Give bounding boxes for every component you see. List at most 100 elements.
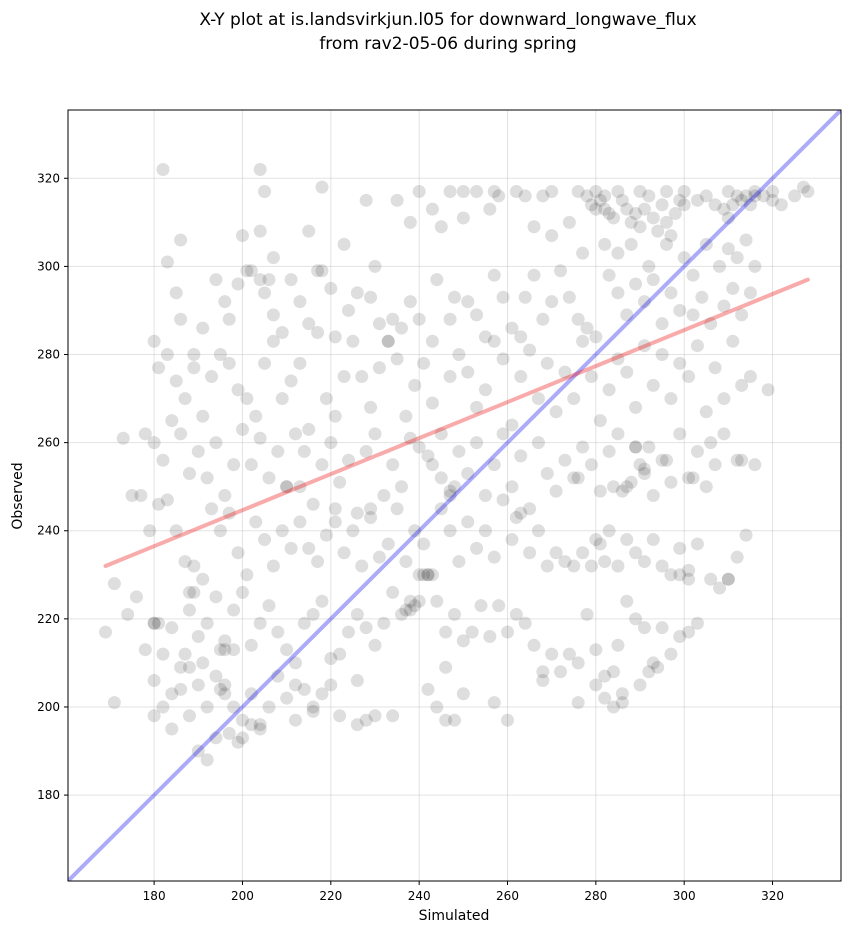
data-point <box>129 590 143 604</box>
data-point <box>717 392 731 406</box>
data-point <box>430 273 444 287</box>
data-point <box>346 334 360 348</box>
data-point <box>739 189 753 203</box>
data-point <box>682 471 696 485</box>
data-point <box>629 546 643 560</box>
data-point <box>735 193 749 207</box>
data-point <box>739 528 753 542</box>
data-point <box>571 656 585 670</box>
data-point <box>412 312 426 326</box>
data-point <box>646 656 660 670</box>
data-point <box>717 299 731 313</box>
data-point <box>620 594 634 608</box>
data-point <box>160 255 174 269</box>
data-point <box>386 312 400 326</box>
data-point <box>505 480 519 494</box>
data-point <box>461 515 475 529</box>
data-point <box>200 700 214 714</box>
axis-ticks: 180 200 220 240 260 280 300 320 180 200 220 240 260 2… <box>37 171 784 903</box>
data-point <box>284 374 298 388</box>
data-point <box>324 652 338 666</box>
data-point <box>580 189 594 203</box>
data-point <box>461 365 475 379</box>
data-point <box>138 643 152 657</box>
data-point <box>452 348 466 362</box>
data-point <box>501 713 515 727</box>
data-point <box>646 533 660 547</box>
data-point <box>496 427 510 441</box>
data-point <box>403 215 417 229</box>
data-point <box>487 458 501 472</box>
data-point <box>147 674 161 688</box>
data-point <box>708 361 722 375</box>
data-point <box>116 431 130 445</box>
data-point <box>571 312 585 326</box>
data-point <box>739 233 753 247</box>
data-point <box>196 409 210 423</box>
data-point <box>456 687 470 701</box>
data-point <box>704 572 718 586</box>
data-point <box>293 356 307 370</box>
data-point <box>633 458 647 472</box>
data-point <box>660 185 674 199</box>
data-point <box>589 533 603 547</box>
data-point <box>430 594 444 608</box>
data-point <box>514 506 528 520</box>
data-point <box>651 224 665 238</box>
y-tick-label: 280 <box>37 348 60 362</box>
data-point <box>788 189 802 203</box>
data-point <box>523 502 537 516</box>
data-point <box>165 722 179 736</box>
data-point <box>434 471 448 485</box>
data-point <box>209 590 223 604</box>
data-point <box>381 537 395 551</box>
y-tick-label: 320 <box>37 171 60 185</box>
data-point <box>708 198 722 212</box>
data-point <box>660 215 674 229</box>
data-point <box>690 339 704 353</box>
data-point <box>421 568 435 582</box>
data-point <box>107 577 121 591</box>
data-point <box>673 427 687 441</box>
chart-title: X-Y plot at is.landsvirkjun.l05 for down… <box>199 10 696 30</box>
data-point <box>359 444 373 458</box>
data-point <box>319 528 333 542</box>
data-point <box>695 290 709 304</box>
data-point <box>584 458 598 472</box>
data-point <box>690 537 704 551</box>
data-point <box>156 453 170 467</box>
data-point <box>589 202 603 216</box>
data-point <box>571 185 585 199</box>
y-tick-label: 260 <box>37 436 60 450</box>
data-point <box>624 215 638 229</box>
data-point <box>470 400 484 414</box>
data-point <box>448 290 461 304</box>
data-point <box>721 211 735 225</box>
data-point <box>448 607 461 621</box>
data-point <box>717 427 731 441</box>
data-point <box>607 700 621 714</box>
data-point <box>505 533 519 547</box>
data-point <box>726 281 740 295</box>
data-point <box>673 629 687 643</box>
data-point <box>218 489 232 502</box>
data-point <box>160 348 174 362</box>
data-point <box>655 621 669 635</box>
data-point <box>350 506 364 520</box>
data-point <box>222 356 236 370</box>
data-point <box>589 643 603 657</box>
data-point <box>576 246 590 260</box>
data-point <box>611 286 625 300</box>
data-point <box>487 334 501 348</box>
data-point <box>514 449 528 463</box>
data-point <box>302 422 316 436</box>
data-point <box>297 682 311 696</box>
data-point <box>774 198 788 212</box>
data-point <box>748 189 762 203</box>
data-point <box>602 444 616 458</box>
data-point <box>598 555 612 569</box>
data-point <box>205 370 219 384</box>
data-point <box>660 453 674 467</box>
data-point <box>368 259 382 273</box>
data-point <box>386 458 400 472</box>
